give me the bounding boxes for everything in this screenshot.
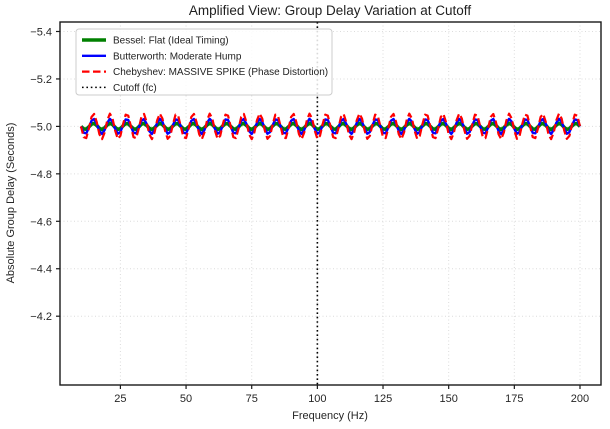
legend-label-4: Cutoff (fc) — [113, 83, 157, 94]
legend-label-1: Bessel: Flat (Ideal Timing) — [113, 36, 229, 47]
y-tick-label: −4.2 — [30, 311, 52, 323]
legend-box — [75, 28, 333, 96]
x-tick-label: 50 — [180, 393, 192, 405]
legend-label-2: Butterworth: Moderate Hump — [113, 51, 242, 62]
chart-title: Amplified View: Group Delay Variation at… — [189, 3, 471, 18]
y-tick-label: −4.6 — [30, 216, 52, 228]
y-tick-label: −4.8 — [30, 169, 52, 181]
legend: Bessel: Flat (Ideal Timing) Butterworth: … — [75, 28, 333, 96]
x-tick-label: 75 — [246, 393, 258, 405]
legend-label-3: Chebyshev: MASSIVE SPIKE (Phase Distorti… — [113, 67, 328, 78]
y-tick-label: −5.4 — [30, 26, 52, 38]
x-tick-label: 100 — [308, 393, 326, 405]
y-tick-label: −5.2 — [30, 74, 52, 86]
x-tick-label: 200 — [571, 393, 589, 405]
x-tick-label: 125 — [374, 393, 392, 405]
series-lines — [79, 112, 582, 141]
axis-ticks: 25 50 75 100 125 150 175 200 −5.4 −5.2 −5.0 −4.8 −4.… — [30, 26, 589, 405]
series-line-3 — [79, 112, 582, 141]
x-axis-label: Frequency (Hz) — [292, 410, 368, 422]
plot-border — [59, 21, 602, 386]
x-tick-label: 175 — [505, 393, 523, 405]
y-tick-label: −5.0 — [30, 121, 52, 133]
y-tick-label: −4.4 — [30, 264, 52, 276]
x-tick-label: 150 — [439, 393, 457, 405]
y-axis-label: Absolute Group Delay (Seconds) — [5, 123, 17, 284]
x-tick-label: 25 — [114, 393, 126, 405]
